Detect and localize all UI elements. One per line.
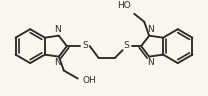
Text: OH: OH — [83, 76, 97, 85]
Text: N: N — [147, 25, 154, 34]
Text: S: S — [124, 41, 130, 50]
Text: N: N — [147, 58, 154, 67]
Text: HO: HO — [117, 1, 131, 10]
Text: S: S — [82, 41, 88, 50]
Text: N: N — [54, 58, 61, 67]
Text: N: N — [54, 25, 61, 34]
